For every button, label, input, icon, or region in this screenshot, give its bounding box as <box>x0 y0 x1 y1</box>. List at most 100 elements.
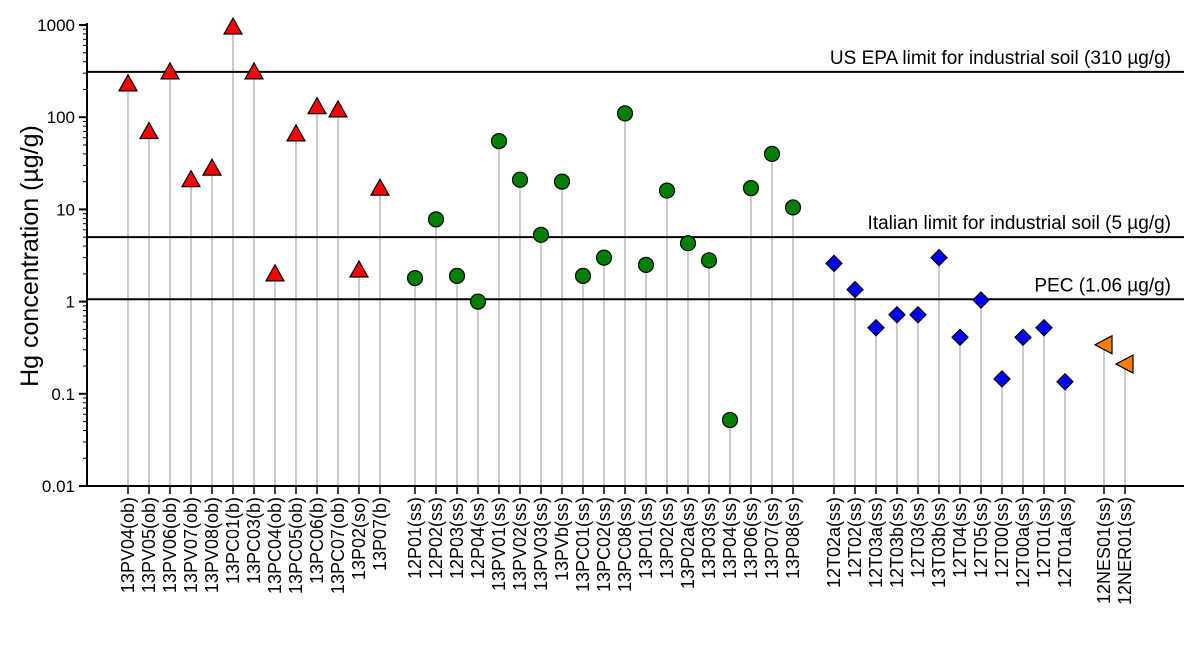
x-tick-label: 13PC06(b) <box>307 497 327 584</box>
x-tick-label: 13P07(ss) <box>762 497 782 579</box>
y-tick-label: 0.01 <box>42 477 75 496</box>
data-point-circle <box>553 173 571 190</box>
data-point-circle <box>742 180 760 197</box>
x-tick-label: 13P08(ss) <box>783 497 803 579</box>
x-tick-label: 12T04(ss) <box>950 497 970 578</box>
x-tick-label: 12T00(ss) <box>992 497 1012 578</box>
data-point-triangle <box>369 177 391 196</box>
x-tick-label: 12T02a(ss) <box>824 497 844 588</box>
x-tick-label: 13PV08(ob) <box>202 497 222 593</box>
data-point-circle <box>469 293 487 310</box>
x-tick-label: 12T00a(ss) <box>1013 497 1033 588</box>
x-tick-label: 12T01(ss) <box>1034 497 1054 578</box>
data-point-circle <box>406 269 424 287</box>
x-tick-label: 13P02(ss) <box>657 497 677 579</box>
x-tick-label: 13PC07(ob) <box>328 497 348 594</box>
y-tick-label: 1000 <box>37 16 75 35</box>
data-point-circle <box>448 267 466 284</box>
y-tick-label: 1 <box>66 293 75 312</box>
data-point-triangle <box>138 121 160 140</box>
x-tick-label: 13PV01(ss) <box>489 497 509 591</box>
data-point-circle <box>616 105 634 122</box>
data-point-diamond <box>993 370 1011 388</box>
x-tick-label: 13P02a(ss) <box>678 497 698 589</box>
x-tick-label: 13PC01(ss) <box>573 497 593 592</box>
data-point-triangle <box>222 16 244 35</box>
data-point-circle <box>532 226 550 243</box>
x-tick-label: 13P07(b) <box>370 497 390 571</box>
y-tick-label: 0.1 <box>51 385 75 404</box>
x-tick-label: 13PV05(ob) <box>139 497 159 593</box>
x-tick-label: 12P01(ss) <box>405 497 425 579</box>
data-point-triangle <box>243 61 265 80</box>
x-tick-label: 12T02(ss) <box>845 497 865 578</box>
data-point-triangle <box>159 61 181 80</box>
data-point-triangle-left <box>1114 354 1134 375</box>
data-point-triangle <box>117 73 139 92</box>
x-tick-label: 12T05(ss) <box>971 497 991 578</box>
x-tick-label: 13PC01(b) <box>223 497 243 584</box>
data-point-diamond <box>825 254 843 273</box>
data-point-diamond <box>930 248 948 267</box>
data-point-triangle <box>285 123 307 142</box>
data-point-circle <box>700 252 718 269</box>
y-tick-label: 10 <box>56 200 75 219</box>
data-point-diamond <box>1035 318 1053 337</box>
x-tick-label: 13PV06(ob) <box>160 497 180 593</box>
reference-line-label: US EPA limit for industrial soil (310 µg… <box>830 48 1171 69</box>
x-tick-label: 12P03(ss) <box>447 497 467 579</box>
x-tick-label: 13PC08(ss) <box>615 497 635 592</box>
x-tick-label: 13PV07(ob) <box>181 497 201 593</box>
x-tick-label: 12NES01(ss) <box>1094 497 1114 604</box>
x-tick-label: 13P04(ss) <box>720 497 740 579</box>
y-tick-label: 100 <box>47 108 75 127</box>
x-tick-label: 13PV04(ob) <box>118 497 138 593</box>
data-point-diamond <box>846 280 864 299</box>
reference-line-label: Italian limit for industrial soil (5 µg/… <box>868 213 1171 234</box>
x-tick-label: 12T03(ss) <box>908 497 928 578</box>
data-point-diamond <box>1014 328 1032 347</box>
data-point-triangle <box>348 259 370 278</box>
data-point-diamond <box>888 305 906 324</box>
data-point-triangle <box>264 263 286 282</box>
x-tick-label: 12T03b(ss) <box>887 497 907 588</box>
x-tick-label: 13PVb(ss) <box>552 497 572 581</box>
data-point-diamond <box>909 305 927 324</box>
data-point-diamond <box>972 291 990 309</box>
reference-line-label: PEC (1.06 µg/g) <box>1034 275 1171 296</box>
data-point-circle <box>595 249 613 266</box>
y-axis-title: Hg concentration (µg/g) <box>16 125 44 387</box>
data-point-circle <box>511 171 529 188</box>
data-point-circle <box>679 235 697 252</box>
data-point-triangle-left <box>1093 334 1113 355</box>
data-point-circle <box>784 199 802 216</box>
x-tick-label: 13P01(ss) <box>636 497 656 579</box>
data-point-circle <box>574 267 592 284</box>
x-tick-label: 13PC02(ss) <box>594 497 614 592</box>
x-tick-label: 12P02(ss) <box>426 497 446 579</box>
data-point-circle <box>427 211 445 228</box>
data-point-triangle <box>201 157 223 176</box>
x-tick-label: 13T03b(ss) <box>929 497 949 588</box>
x-tick-label: 13PC04(ob) <box>265 497 285 594</box>
data-point-circle <box>490 133 508 150</box>
x-tick-label: 13PV02(ss) <box>510 497 530 591</box>
x-tick-label: 12T03a(ss) <box>866 497 886 588</box>
x-tick-label: 13PV03(ss) <box>531 497 551 591</box>
data-point-triangle <box>327 99 349 118</box>
data-point-diamond <box>867 318 885 337</box>
data-point-triangle <box>306 96 328 115</box>
data-point-circle <box>763 145 781 162</box>
data-point-diamond <box>951 328 969 347</box>
data-point-circle <box>721 411 739 429</box>
x-tick-label: 13P02(so) <box>349 497 369 580</box>
x-tick-label: 13P03(ss) <box>699 497 719 579</box>
data-point-diamond <box>1056 372 1074 391</box>
data-point-triangle <box>180 169 202 188</box>
data-point-circle <box>658 182 676 199</box>
x-tick-label: 13PC03(b) <box>244 497 264 584</box>
x-tick-label: 12NER01(ss) <box>1115 497 1135 605</box>
data-point-circle <box>637 256 655 274</box>
